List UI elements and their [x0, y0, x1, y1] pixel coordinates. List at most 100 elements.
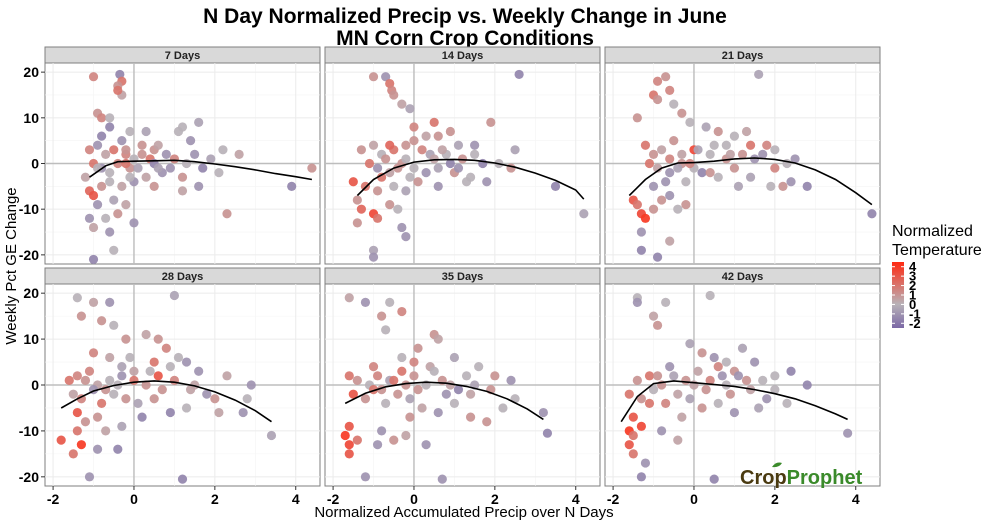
- scatter-point: [109, 195, 119, 205]
- scatter-point: [385, 140, 395, 150]
- scatter-point: [665, 190, 675, 201]
- scatter-point: [368, 140, 379, 150]
- scatter-point: [786, 366, 796, 376]
- scatter-point: [758, 375, 768, 386]
- scatter-point: [360, 297, 371, 307]
- scatter-point: [729, 163, 740, 173]
- scatter-point: [149, 181, 159, 191]
- y-tick-label: 20: [23, 64, 39, 80]
- scatter-point: [113, 85, 123, 96]
- scatter-point: [741, 126, 752, 137]
- scatter-point: [165, 362, 175, 372]
- scatter-point: [661, 72, 671, 82]
- y-tick-label: 0: [31, 156, 39, 172]
- scatter-point: [636, 394, 646, 404]
- legend-colorbar: [892, 262, 904, 328]
- facet-strip-label: 28 Days: [162, 271, 204, 283]
- scatter-point: [673, 435, 683, 445]
- scatter-point: [681, 200, 691, 210]
- scatter-point: [648, 181, 659, 191]
- scatter-point: [401, 154, 411, 164]
- scatter-point: [88, 222, 99, 233]
- scatter-point: [449, 398, 460, 408]
- scatter-point: [693, 145, 703, 155]
- scatter-point: [287, 181, 297, 191]
- scatter-point: [737, 343, 748, 353]
- scatter-point: [397, 306, 407, 317]
- scatter-point: [401, 380, 411, 390]
- scatter-point: [169, 375, 180, 386]
- scatter-point: [673, 389, 683, 399]
- scatter-point: [121, 158, 131, 169]
- scatter-point: [453, 163, 464, 173]
- scatter-point: [214, 168, 224, 178]
- scatter-point: [177, 172, 188, 182]
- scatter-point: [210, 394, 220, 404]
- scatter-point: [802, 181, 812, 191]
- scatter-point: [109, 389, 119, 399]
- scatter-point: [173, 352, 184, 363]
- scatter-point: [665, 85, 675, 96]
- scatter-point: [68, 389, 78, 399]
- scatter-points: [348, 69, 589, 262]
- scatter-point: [677, 149, 687, 159]
- scatter-point: [234, 149, 244, 159]
- scatter-point: [665, 154, 675, 164]
- scatter-point: [214, 407, 224, 418]
- scatter-point: [657, 145, 667, 155]
- scatter-point: [80, 375, 91, 386]
- scatter-point: [482, 417, 492, 427]
- x-tick-label: 4: [292, 491, 300, 507]
- scatter-point: [238, 407, 248, 418]
- scatter-point: [453, 140, 464, 150]
- scatter-point: [125, 172, 135, 182]
- scatter-point: [161, 343, 171, 353]
- legend-tick-label: -2: [909, 316, 921, 331]
- scatter-point: [786, 177, 796, 187]
- scatter-point: [222, 371, 232, 381]
- scatter-point: [405, 412, 415, 422]
- scatter-point: [770, 384, 780, 395]
- scatter-point: [709, 140, 719, 150]
- scatter-point: [413, 177, 423, 187]
- scatter-point: [76, 311, 86, 321]
- scatter-point: [409, 163, 419, 173]
- scatter-point: [550, 181, 561, 191]
- legend-title-line2: Temperature: [892, 242, 982, 259]
- y-tick-label: 20: [23, 285, 39, 301]
- scatter-point: [648, 204, 659, 214]
- scatter-point: [117, 181, 127, 191]
- scatter-point: [514, 69, 524, 80]
- scatter-point: [88, 190, 99, 201]
- scatter-point: [141, 380, 151, 390]
- scatter-point: [409, 122, 419, 132]
- scatter-point: [652, 371, 663, 381]
- scatter-point: [652, 320, 663, 330]
- scatter-point: [84, 472, 95, 482]
- x-tick-label: 0: [410, 491, 418, 507]
- scatter-point: [465, 389, 476, 399]
- scatter-point: [307, 163, 317, 173]
- scatter-point: [433, 163, 443, 173]
- scatter-point: [685, 394, 695, 404]
- scatter-point: [677, 108, 687, 118]
- facet-panel: 14 Days: [324, 46, 601, 265]
- scatter-point: [648, 149, 659, 159]
- scatter-point: [697, 403, 707, 413]
- scatter-point: [218, 145, 228, 155]
- scatter-point: [409, 136, 419, 146]
- x-tick-label: 0: [690, 491, 698, 507]
- legend-tick-label: 3: [909, 269, 916, 284]
- scatter-point: [636, 227, 646, 237]
- scatter-point: [397, 352, 407, 363]
- fit-line: [60, 380, 272, 423]
- scatter-point: [381, 398, 391, 408]
- scatter-point: [673, 204, 683, 214]
- scatter-point: [56, 435, 66, 445]
- scatter-point: [393, 389, 403, 399]
- scatter-point: [92, 200, 103, 210]
- scatter-point: [405, 104, 415, 114]
